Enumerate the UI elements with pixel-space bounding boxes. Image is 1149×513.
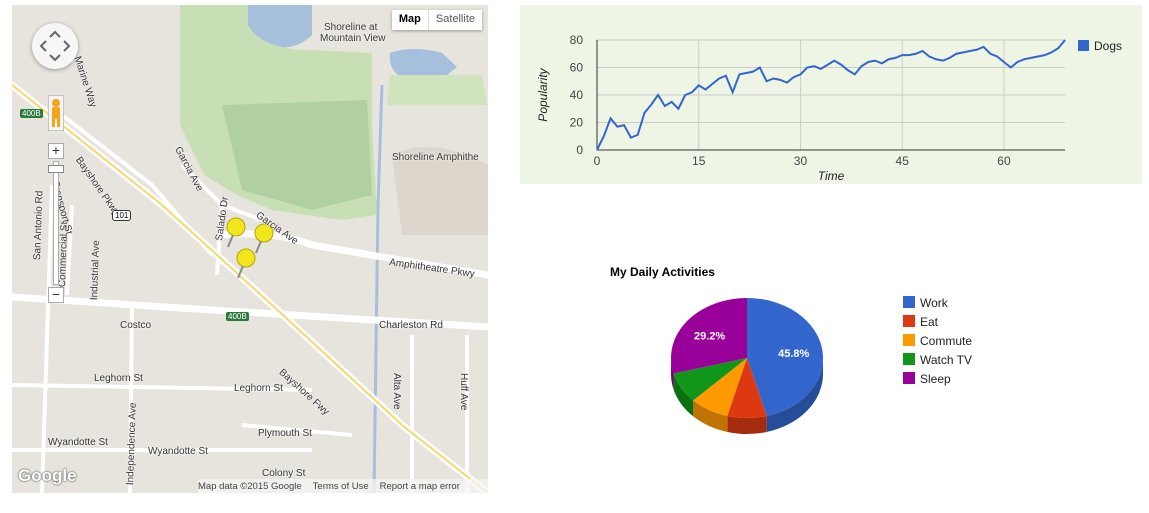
pan-left-icon [39, 40, 47, 52]
legend-swatch [1078, 40, 1089, 51]
y-tick-label: 80 [570, 33, 584, 47]
legend-label: Dogs [1094, 39, 1122, 53]
pie-slice-watch-tv [673, 358, 747, 401]
pie-chart-svg: My Daily Activities 45.8% 29.2% Work Eat Comm… [610, 265, 972, 434]
x-tick-label: 15 [692, 154, 706, 168]
map-type-map-button[interactable]: Map [391, 10, 428, 30]
pie-slice-sleep [671, 298, 747, 374]
pie-side-eat [727, 415, 767, 434]
label-shoreline-amphitheatre: Shoreline Amphithe [392, 152, 479, 163]
legend-label: Sleep [920, 372, 951, 386]
pie-title: My Daily Activities [610, 265, 715, 279]
pie-side-watch-tv [673, 373, 694, 417]
legend-swatch [903, 334, 915, 346]
series-line-dogs [596, 39, 1066, 151]
salado-road [215, 204, 224, 276]
pond-water [389, 49, 457, 82]
zoom-out-button[interactable]: − [48, 287, 64, 303]
leghorn-road [12, 383, 313, 392]
x-tick-label: 30 [794, 154, 808, 168]
x-axis-title: Time [818, 169, 845, 183]
freeway-centerline [12, 84, 488, 493]
label-costco: Costco [120, 320, 152, 331]
pie-chart: My Daily Activities 45.8% 29.2% Work Eat Comm… [600, 258, 1020, 458]
map-marker[interactable] [226, 217, 246, 248]
map-marker[interactable] [236, 248, 256, 279]
pie-slice-work [747, 298, 823, 416]
legend-label: Eat [920, 315, 939, 329]
highway-shield-400b: 400B [20, 109, 43, 118]
label-leghorn-st-2: Leghorn St [234, 383, 283, 394]
y-tick-label: 60 [570, 61, 584, 75]
label-wyandotte-st-1: Wyandotte St [48, 437, 108, 448]
label-shoreline-at: Shoreline at [324, 22, 378, 33]
terms-of-use-link[interactable]: Terms of Use [312, 480, 369, 492]
san-antonio-road [40, 184, 54, 493]
legend-swatch [903, 315, 915, 327]
map-marker[interactable] [254, 223, 274, 254]
highway-shield-101: 101 [112, 210, 132, 221]
park-inner [222, 100, 372, 210]
label-plymouth-st: Plymouth St [258, 428, 312, 439]
bay-water [248, 5, 312, 48]
pan-arrows-icon [39, 30, 71, 62]
label-mountain-view: Mountain View [320, 33, 386, 44]
label-alta-ave: Alta Ave [391, 373, 402, 410]
map-type-satellite-button[interactable]: Satellite [427, 10, 482, 30]
pie-side-sleep [671, 358, 674, 390]
map-canvas[interactable] [12, 5, 488, 493]
terrain [392, 147, 488, 235]
pie-slice-eat [727, 358, 767, 418]
highway-shield-400b: 400B [226, 312, 249, 321]
x-tick-label: 0 [594, 154, 601, 168]
creek [372, 84, 384, 493]
independence-road [128, 304, 134, 493]
map-data-text: Map data ©2015 Google [198, 480, 302, 492]
zoom-control: + − [48, 143, 64, 303]
line-chart-svg: 0 20 40 60 80 0 15 30 45 60 Time Popularity Dogs [536, 33, 1122, 183]
x-tick-label: 60 [997, 154, 1011, 168]
zoom-in-button[interactable]: + [48, 143, 64, 159]
y-tick-label: 20 [570, 116, 584, 130]
charleston-road [12, 293, 488, 331]
pie-slice-commute [693, 358, 747, 416]
label-huff-ave: Huff Ave [458, 373, 469, 411]
legend-swatch [903, 296, 915, 308]
y-axis-title: Popularity [536, 67, 550, 121]
label-colony-st: Colony St [262, 468, 306, 479]
pan-up-icon [49, 30, 61, 38]
line-chart: 0 20 40 60 80 0 15 30 45 60 Time Popularity Dogs [520, 5, 1142, 184]
pie-side-commute [693, 400, 728, 432]
plymouth-road [241, 423, 353, 437]
zoom-slider-handle[interactable] [48, 165, 64, 173]
pie-side-work [766, 358, 823, 432]
legend-label: Commute [920, 334, 972, 348]
google-logo[interactable]: Google [18, 466, 77, 485]
park-east [387, 75, 487, 105]
map[interactable]: Shoreline at Mountain View Shoreline Amp… [12, 5, 488, 493]
label-charleston-rd: Charleston Rd [379, 320, 443, 331]
legend-label: Work [920, 296, 949, 310]
zoom-slider[interactable] [53, 161, 59, 285]
pegman-icon[interactable] [48, 95, 64, 131]
pan-down-icon [49, 54, 61, 62]
report-map-error-link[interactable]: Report a map error [379, 480, 460, 492]
pan-right-icon [63, 40, 71, 52]
commercial-road [65, 204, 74, 296]
pan-control[interactable] [32, 23, 78, 69]
map-type-control: Map Satellite [391, 10, 482, 30]
y-tick-label: 40 [570, 88, 584, 102]
label-industrial-ave: Industrial Ave [89, 240, 103, 301]
legend-label: Watch TV [920, 353, 972, 367]
legend-swatch [903, 353, 915, 365]
x-tick-label: 45 [896, 154, 910, 168]
y-tick-label: 0 [576, 143, 583, 157]
pie-slice-label: 45.8% [778, 348, 809, 360]
label-leghorn-st-1: Leghorn St [94, 373, 143, 384]
label-wyandotte-st-2: Wyandotte St [148, 446, 208, 457]
legend-swatch [903, 372, 915, 384]
pie-slice-label: 29.2% [694, 330, 725, 342]
map-attribution: Map data ©2015 Google Terms of Use Repor… [198, 479, 488, 493]
